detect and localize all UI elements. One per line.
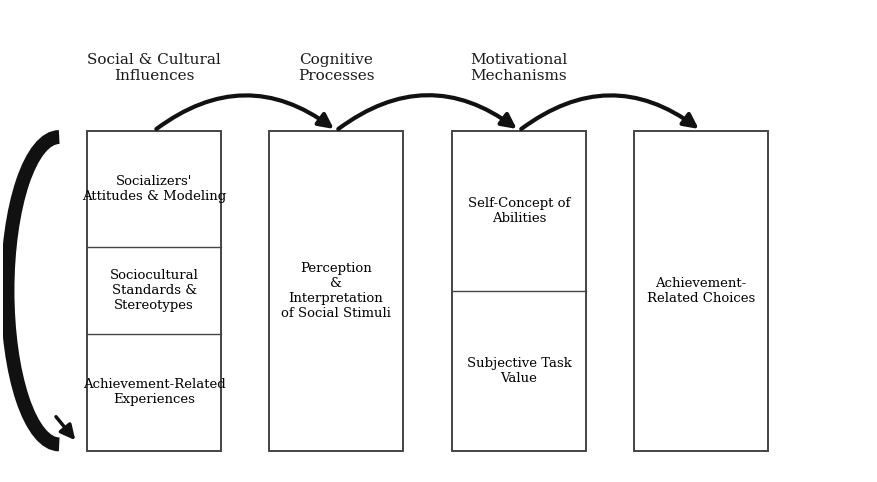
Text: Social & Cultural
Influences: Social & Cultural Influences xyxy=(87,53,221,83)
Bar xyxy=(633,131,767,451)
Text: Motivational
Mechanisms: Motivational Mechanisms xyxy=(470,53,567,83)
Text: Cognitive
Processes: Cognitive Processes xyxy=(297,53,374,83)
Text: Achievement-Related
Experiences: Achievement-Related Experiences xyxy=(82,378,225,406)
Text: Achievement-
Related Choices: Achievement- Related Choices xyxy=(646,277,754,305)
Bar xyxy=(87,131,221,451)
Text: Self-Concept of
Abilities: Self-Concept of Abilities xyxy=(467,197,569,225)
Text: Perception
&
Interpretation
of Social Stimuli: Perception & Interpretation of Social St… xyxy=(281,262,390,320)
Bar xyxy=(452,131,586,451)
Text: Sociocultural
Standards &
Stereotypes: Sociocultural Standards & Stereotypes xyxy=(110,269,198,312)
Text: Socializers'
Attitudes & Modeling: Socializers' Attitudes & Modeling xyxy=(82,175,226,203)
Text: Subjective Task
Value: Subjective Task Value xyxy=(466,357,571,385)
Bar xyxy=(268,131,403,451)
